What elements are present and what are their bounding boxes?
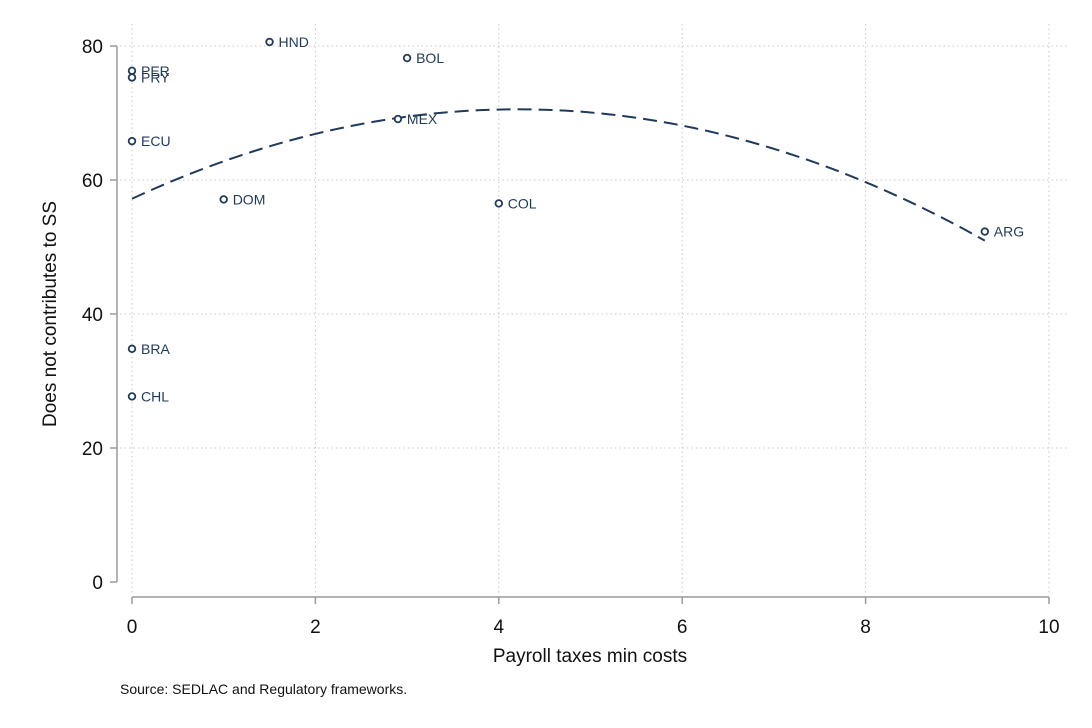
point-label-dom: DOM xyxy=(233,191,266,207)
x-tick-label-2: 2 xyxy=(310,617,321,638)
x-tick-label-4: 4 xyxy=(494,617,505,638)
point-marker-ecu xyxy=(127,136,137,146)
point-label-bra: BRA xyxy=(141,341,170,357)
tick-labels: 0 20 40 60 80 0 2 4 6 8 10 xyxy=(82,37,1060,638)
data-point-chl: CHL xyxy=(127,388,169,404)
point-label-pry: PRY xyxy=(141,69,170,85)
data-point-bol: BOL xyxy=(402,50,444,66)
x-tick-label-8: 8 xyxy=(860,617,871,638)
axes xyxy=(110,45,1050,604)
fit-curve-group xyxy=(131,108,986,242)
source-note: Source: SEDLAC and Regulatory frameworks… xyxy=(120,681,407,697)
data-point-hnd: HND xyxy=(265,34,309,50)
data-point-mex: MEX xyxy=(393,111,438,127)
data-point-dom: DOM xyxy=(219,191,266,207)
fit-curve xyxy=(131,108,986,242)
point-label-hnd: HND xyxy=(279,34,309,50)
y-tick-label-0: 0 xyxy=(92,573,103,594)
y-tick-label-40: 40 xyxy=(82,305,103,326)
data-point-col: COL xyxy=(494,195,537,211)
data-point-bra: BRA xyxy=(127,341,170,357)
y-tick-label-80: 80 xyxy=(82,37,103,58)
point-label-mex: MEX xyxy=(407,111,438,127)
point-label-bol: BOL xyxy=(416,50,444,66)
y-axis-title: Does not contributes to SS xyxy=(40,201,61,427)
data-point-ecu: ECU xyxy=(127,133,171,149)
point-marker-bra xyxy=(127,344,137,354)
data-point-arg: ARG xyxy=(980,224,1024,240)
data-point-per: PER xyxy=(127,63,170,79)
point-label-ecu: ECU xyxy=(141,133,171,149)
grid-lines xyxy=(120,24,1068,594)
y-tick-label-20: 20 xyxy=(82,439,103,460)
point-marker-per xyxy=(127,66,137,75)
point-marker-mex xyxy=(393,114,403,124)
data-point-pry: PRY xyxy=(127,69,170,85)
point-marker-chl xyxy=(127,392,137,401)
x-tick-label-6: 6 xyxy=(677,617,688,638)
x-tick-label-10: 10 xyxy=(1038,617,1059,638)
point-label-col: COL xyxy=(508,195,537,211)
y-tick-label-60: 60 xyxy=(82,171,103,192)
point-marker-pry xyxy=(127,73,137,82)
point-label-chl: CHL xyxy=(141,388,169,404)
point-label-arg: ARG xyxy=(994,224,1024,240)
point-marker-hnd xyxy=(265,37,274,47)
x-axis-title: Payroll taxes min costs xyxy=(493,646,687,667)
point-marker-arg xyxy=(980,227,990,236)
point-marker-bol xyxy=(402,53,412,63)
point-marker-dom xyxy=(219,195,228,204)
point-label-per: PER xyxy=(141,63,170,79)
x-tick-label-0: 0 xyxy=(127,617,138,638)
point-marker-col xyxy=(494,199,503,208)
